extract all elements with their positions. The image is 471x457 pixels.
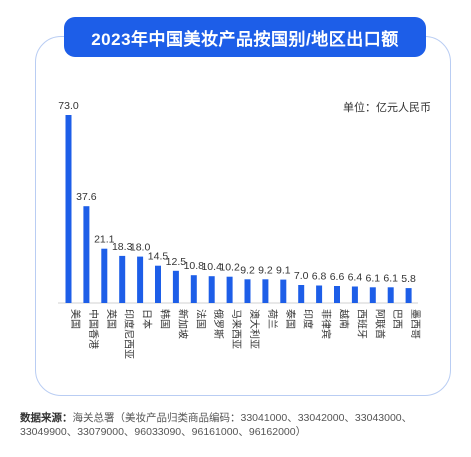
bar-10 [244, 279, 251, 303]
category-label-2: 英国 [105, 309, 118, 329]
data-label-0: 73.0 [58, 100, 79, 112]
category-label-1: 中国香港 [87, 309, 100, 349]
data-label-18: 6.1 [383, 272, 398, 284]
source-note: 数据来源：海关总署（美妆产品归类商品编码：33041000、33042000、3… [20, 411, 460, 439]
data-label-11: 9.2 [258, 264, 273, 276]
bar-19 [405, 288, 412, 303]
category-label-7: 法国 [194, 309, 207, 329]
bar-4 [137, 256, 144, 303]
category-label-4: 日本 [141, 309, 154, 329]
data-label-9: 10.2 [219, 262, 240, 274]
category-label-18: 巴西 [391, 309, 403, 329]
source-text: 海关总署（美妆产品归类商品编码：33041000、33042000、330430… [20, 412, 413, 438]
category-label-14: 菲律宾 [320, 309, 333, 339]
data-label-8: 10.4 [201, 261, 222, 273]
bar-2 [101, 248, 108, 303]
category-label-9: 马来西亚 [230, 309, 242, 349]
bar-3 [119, 255, 126, 303]
data-label-13: 7.0 [294, 270, 309, 282]
category-label-15: 越南 [338, 309, 351, 329]
data-label-7: 10.8 [184, 260, 205, 272]
data-label-5: 14.5 [148, 251, 169, 263]
bar-12 [280, 279, 287, 303]
category-label-17: 阿联酋 [373, 309, 386, 339]
category-label-13: 印度 [302, 309, 315, 329]
category-label-5: 韩国 [159, 309, 172, 329]
bar-0 [65, 115, 72, 303]
category-label-3: 印度尼西亚 [123, 309, 136, 359]
bar-9 [226, 276, 233, 303]
bar-15 [334, 286, 340, 303]
data-label-19: 5.8 [401, 273, 416, 285]
data-label-12: 9.1 [276, 265, 291, 277]
bar-6 [172, 270, 179, 303]
bar-14 [316, 285, 323, 303]
category-label-11: 荷兰 [266, 309, 279, 329]
data-label-3: 18.3 [112, 241, 133, 253]
category-label-8: 俄罗斯 [212, 309, 225, 339]
bar-11 [262, 279, 269, 303]
unit-label: 单位：亿元人民币 [343, 102, 431, 114]
chart-title: 2023年中国美妆产品按国别/地区出口额 [64, 17, 426, 57]
bar-13 [298, 285, 305, 303]
category-label-12: 泰国 [284, 309, 297, 329]
data-label-1: 37.6 [76, 191, 97, 203]
data-label-2: 21.1 [94, 234, 115, 246]
bar-7 [190, 275, 197, 303]
data-label-17: 6.1 [365, 272, 380, 284]
source-label: 数据来源： [20, 412, 73, 424]
bar-18 [387, 287, 394, 303]
bar-1 [83, 206, 90, 303]
category-label-19: 墨西哥 [409, 309, 421, 339]
category-label-10: 澳大利亚 [248, 309, 261, 349]
bar-17 [369, 287, 376, 303]
data-label-15: 6.6 [330, 271, 345, 283]
data-label-4: 18.0 [130, 242, 151, 254]
data-label-14: 6.8 [312, 271, 327, 283]
category-label-0: 美国 [69, 309, 82, 329]
category-label-16: 西班牙 [355, 309, 367, 339]
bar-8 [208, 276, 215, 303]
chart-card [35, 36, 451, 396]
category-label-6: 新加坡 [176, 309, 189, 339]
bar-5 [155, 265, 161, 303]
data-label-16: 6.4 [348, 272, 363, 284]
bar-16 [351, 286, 358, 303]
data-label-10: 9.2 [240, 264, 255, 276]
data-label-6: 12.5 [166, 256, 187, 268]
